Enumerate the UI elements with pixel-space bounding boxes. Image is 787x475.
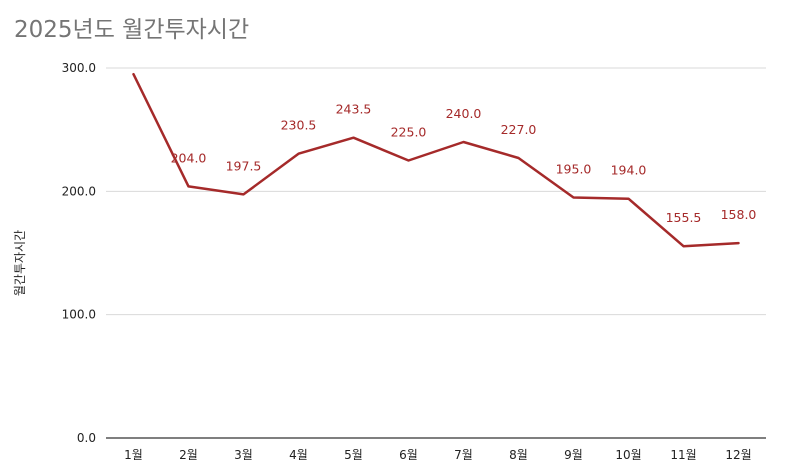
data-labels: 204.0 197.5 230.5 243.5 225.0 240.0 227.0 195.0…: [171, 102, 757, 226]
data-label: 230.5: [281, 118, 317, 133]
x-tick-label: 7월: [454, 448, 473, 462]
data-label: 194.0: [611, 163, 647, 178]
x-tick-label: 6월: [399, 448, 418, 462]
x-tick-label: 1월: [124, 448, 143, 462]
data-label: 227.0: [501, 122, 537, 137]
x-tick-label: 3월: [234, 448, 253, 462]
y-tick-label: 100.0: [62, 308, 96, 322]
y-tick-label: 300.0: [62, 61, 96, 75]
data-label: 158.0: [721, 207, 757, 222]
data-label: 195.0: [556, 162, 592, 177]
x-axis-ticks: 1월 2월 3월 4월 5월 6월 7월 8월 9월 10월 11월 12월: [124, 448, 752, 462]
x-tick-label: 8월: [509, 448, 528, 462]
data-label: 240.0: [446, 106, 482, 121]
x-tick-label: 5월: [344, 448, 363, 462]
grid-lines: [106, 67, 766, 439]
data-label: 225.0: [391, 125, 427, 140]
x-tick-label: 4월: [289, 448, 308, 462]
data-label: 197.5: [226, 158, 262, 173]
y-axis-label: 월간투자시간: [13, 230, 27, 296]
y-tick-label: 200.0: [62, 184, 96, 198]
x-tick-label: 2월: [179, 448, 198, 462]
data-label: 155.5: [666, 210, 702, 225]
x-tick-label: 10월: [615, 448, 641, 462]
data-label: 243.5: [336, 102, 372, 117]
series-line-group: [132, 72, 740, 248]
x-tick-label: 9월: [564, 448, 583, 462]
chart-title: 2025년도 월간투자시간: [14, 17, 250, 43]
data-label: 204.0: [171, 150, 207, 165]
series-line: [132, 72, 740, 248]
y-axis-ticks: 0.0 100.0 200.0 300.0: [62, 61, 96, 445]
y-tick-label: 0.0: [77, 431, 96, 445]
x-tick-label: 12월: [725, 448, 751, 462]
x-tick-label: 11월: [670, 448, 696, 462]
